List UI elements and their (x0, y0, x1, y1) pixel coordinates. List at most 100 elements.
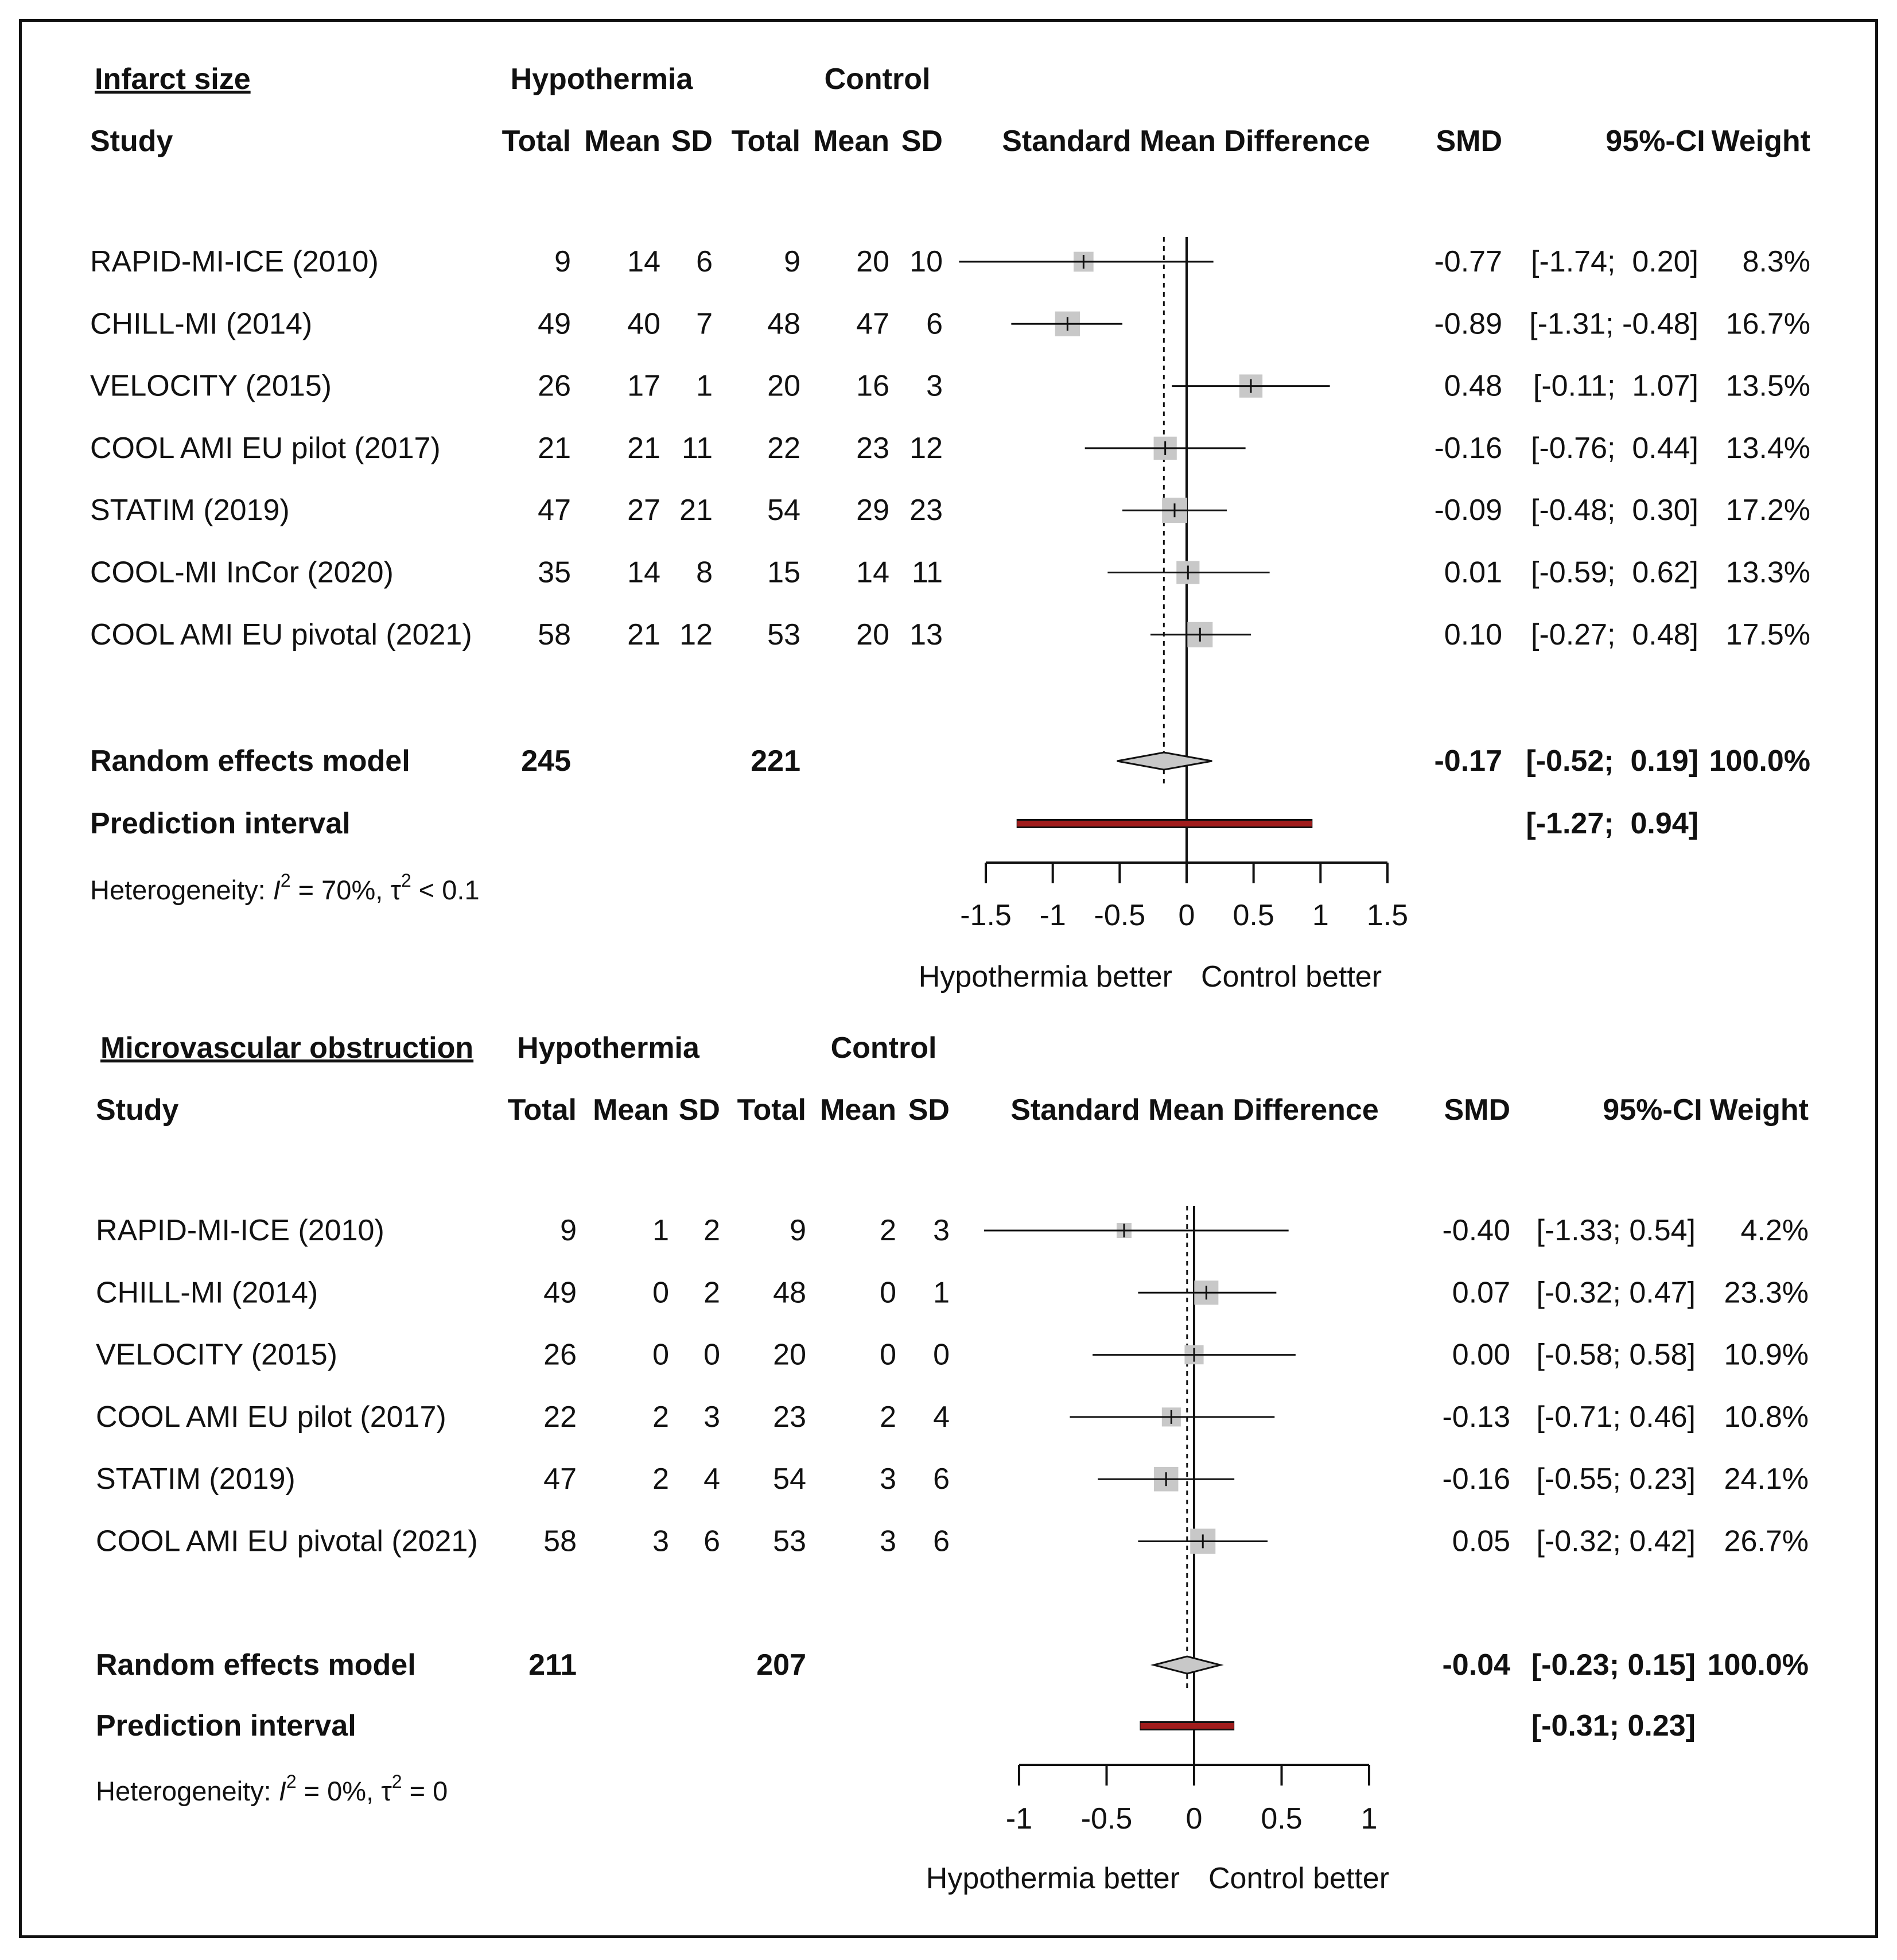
weight-value: 17.5% (1726, 618, 1810, 651)
column-header-h-total: Total (502, 125, 571, 158)
column-header-h-sd: SD (679, 1093, 720, 1127)
column-header-smd-plot: Standard Mean Difference (1002, 125, 1370, 158)
smd-value: -0.40 (1442, 1214, 1510, 1247)
x-axis-tick-label: 0 (1179, 899, 1195, 932)
heterogeneity-i2-rest: = 0%, (297, 1776, 382, 1806)
hypothermia-mean: 14 (627, 556, 660, 589)
pooled-weight-value: 100.0% (1709, 744, 1810, 778)
ci-value: [-0.58; 0.58] (1536, 1338, 1696, 1372)
ci-value: [-0.11; 1.07] (1533, 370, 1698, 403)
hypothermia-mean: 27 (627, 494, 660, 527)
weight-value: 17.2% (1726, 494, 1810, 527)
hypothermia-sd: 6 (703, 1525, 720, 1558)
hypothermia-total: 58 (543, 1525, 577, 1558)
smd-value: -0.89 (1434, 307, 1502, 340)
pooled-control-total: 207 (756, 1648, 806, 1682)
pooled-smd-value: -0.17 (1434, 744, 1502, 778)
control-total: 20 (773, 1338, 806, 1372)
control-total: 48 (767, 307, 800, 340)
heterogeneity-prefix: Heterogeneity: (90, 875, 273, 905)
panel-title: Microvascular obstruction (100, 1031, 473, 1065)
heterogeneity-text: Heterogeneity: I2 = 0%, τ2 = 0 (96, 1771, 448, 1806)
study-name: VELOCITY (2015) (90, 370, 332, 403)
smd-value: -0.77 (1434, 245, 1502, 278)
column-header-c-sd: SD (908, 1093, 950, 1127)
prediction-label: Prediction interval (90, 807, 351, 840)
heterogeneity-tau-symbol: τ (390, 875, 401, 905)
control-sd: 3 (926, 370, 943, 403)
control-total: 53 (773, 1525, 806, 1558)
hypothermia-sd: 7 (696, 307, 713, 340)
x-axis-tick-label: -0.5 (1094, 899, 1146, 932)
ci-value: [-0.71; 0.46] (1536, 1400, 1696, 1434)
study-name: VELOCITY (2015) (96, 1338, 337, 1372)
hypothermia-sd: 4 (703, 1462, 720, 1496)
control-total: 23 (773, 1400, 806, 1434)
heterogeneity-i2-symbol: I (273, 875, 281, 905)
control-mean: 16 (856, 370, 889, 403)
x-axis-tick-label: 0.5 (1233, 899, 1274, 932)
control-total: 48 (773, 1276, 806, 1309)
column-header-c-mean: Mean (820, 1093, 896, 1127)
weight-value: 4.2% (1740, 1214, 1809, 1247)
control-mean: 0 (880, 1276, 896, 1309)
column-header-h-sd: SD (671, 125, 713, 158)
heterogeneity-tau-rest: = 0 (402, 1776, 448, 1806)
column-header-ci: 95%-CI (1603, 1093, 1702, 1127)
x-axis-tick-label: 0 (1186, 1802, 1203, 1835)
control-sd: 6 (933, 1525, 950, 1558)
weight-value: 16.7% (1726, 307, 1810, 340)
column-header-weight: Weight (1710, 1093, 1809, 1127)
favours-left-label: Hypothermia better (926, 1862, 1180, 1895)
heterogeneity-superscript: 2 (281, 870, 291, 891)
control-sd: 11 (912, 556, 943, 589)
control-sd: 13 (909, 618, 943, 651)
hypothermia-sd: 8 (696, 556, 713, 589)
x-axis-tick-label: 1 (1361, 1802, 1378, 1835)
favours-left-label: Hypothermia better (919, 960, 1172, 993)
x-axis-tick-label: 0.5 (1261, 1802, 1302, 1835)
hypothermia-mean: 21 (627, 432, 660, 465)
control-mean: 3 (880, 1462, 896, 1496)
heterogeneity-tau-rest: < 0.1 (411, 875, 480, 905)
hypothermia-sd: 2 (703, 1276, 720, 1309)
weight-value: 13.5% (1726, 370, 1810, 403)
column-header-c-mean: Mean (813, 125, 889, 158)
x-axis-tick-label: 1.5 (1367, 899, 1408, 932)
hypothermia-mean: 17 (627, 370, 660, 403)
pooled-ci-value: [-0.52; 0.19] (1526, 744, 1698, 778)
heterogeneity-superscript: 2 (401, 870, 411, 891)
hypothermia-total: 58 (538, 618, 571, 651)
study-name: RAPID-MI-ICE (2010) (96, 1214, 384, 1247)
control-total: 20 (767, 370, 800, 403)
hypothermia-total: 9 (560, 1214, 577, 1247)
ci-value: [-1.33; 0.54] (1536, 1214, 1696, 1247)
hypothermia-sd: 21 (679, 494, 713, 527)
hypothermia-sd: 1 (696, 370, 713, 403)
hypothermia-mean: 1 (652, 1214, 669, 1247)
ci-value: [-0.48; 0.30] (1531, 494, 1698, 527)
smd-value: 0.00 (1452, 1338, 1510, 1372)
study-name: RAPID-MI-ICE (2010) (90, 245, 379, 278)
column-header-h-mean: Mean (584, 125, 660, 158)
hypothermia-sd: 11 (682, 432, 713, 465)
ci-value: [-1.74; 0.20] (1531, 245, 1698, 278)
hypothermia-sd: 6 (696, 245, 713, 278)
control-mean: 14 (856, 556, 889, 589)
study-name: COOL AMI EU pivotal (2021) (96, 1525, 478, 1558)
study-name: COOL AMI EU pilot (2017) (96, 1400, 446, 1434)
hypothermia-total: 26 (543, 1338, 577, 1372)
hypothermia-mean: 2 (652, 1400, 669, 1434)
smd-value: 0.05 (1452, 1525, 1510, 1558)
favours-right-label: Control better (1208, 1862, 1389, 1895)
pooled-weight-value: 100.0% (1708, 1648, 1809, 1682)
hypothermia-mean: 0 (652, 1338, 669, 1372)
group-label-hypothermia: Hypothermia (517, 1031, 700, 1065)
study-name: STATIM (2019) (90, 494, 290, 527)
column-header-study: Study (96, 1093, 179, 1127)
favours-right-label: Control better (1201, 960, 1382, 993)
control-mean: 23 (856, 432, 889, 465)
smd-value: -0.16 (1434, 432, 1502, 465)
study-name: CHILL-MI (2014) (96, 1276, 318, 1309)
hypothermia-sd: 12 (679, 618, 713, 651)
